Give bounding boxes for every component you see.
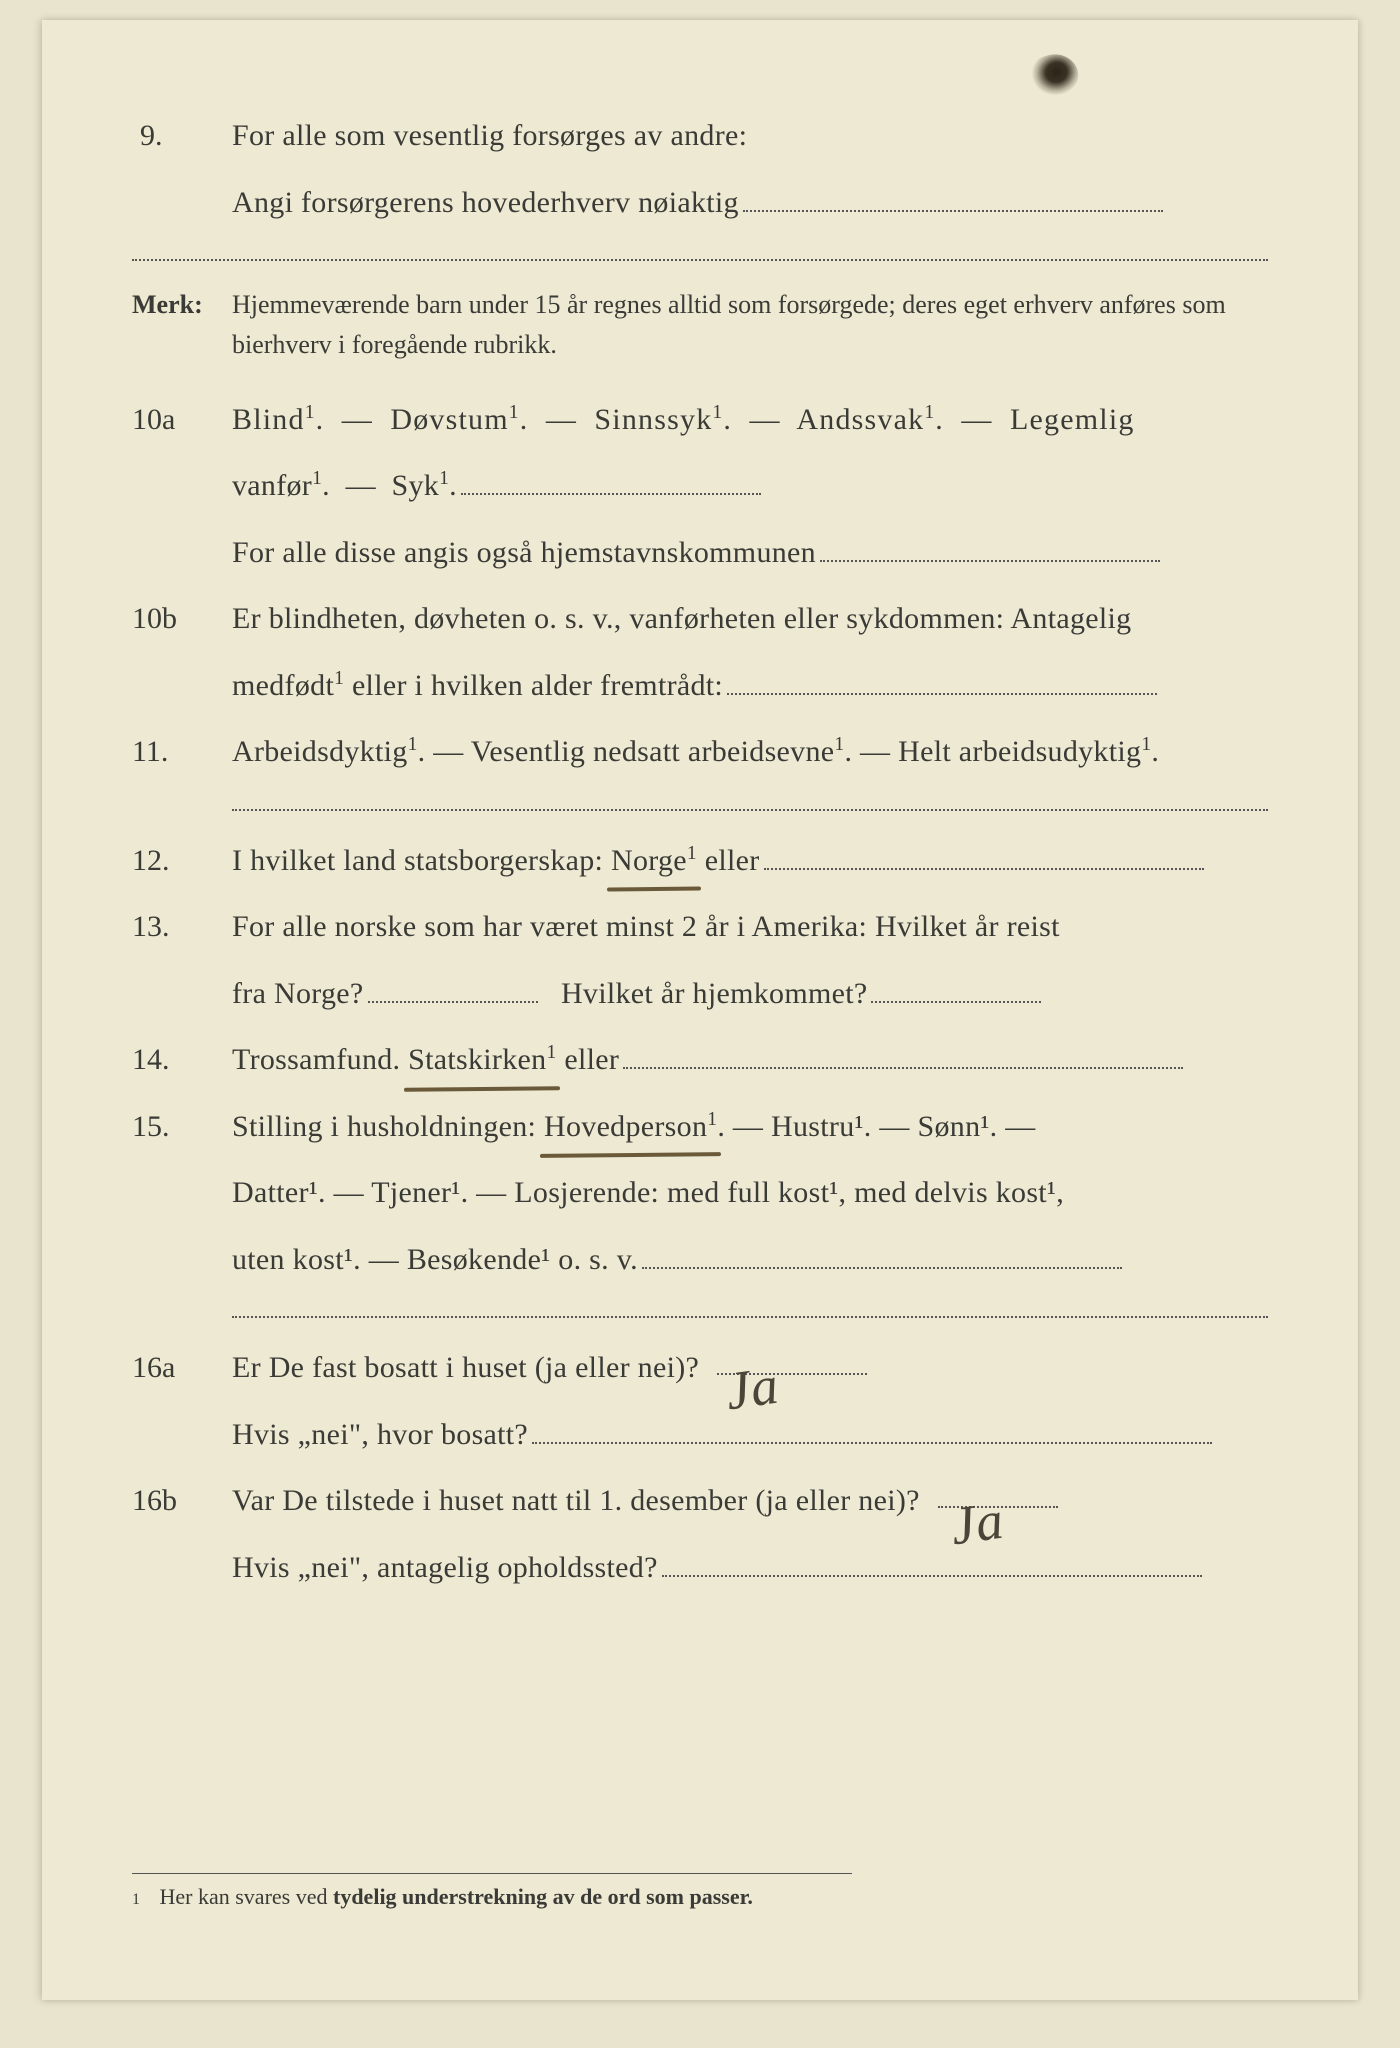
q10a-syk: Syk <box>391 469 439 502</box>
question-16b: 16b Var De tilstede i huset natt til 1. … <box>132 1475 1268 1528</box>
q16a-line2-text: Hvis „nei", hvor bosatt? <box>232 1418 528 1451</box>
question-16a: 16a Er De fast bosatt i huset (ja eller … <box>132 1342 1268 1395</box>
question-15-line3: uten kost¹. — Besøkende¹ o. s. v. <box>132 1234 1268 1287</box>
q9-number: 9. <box>132 110 232 163</box>
blank-line <box>461 470 761 496</box>
footnote: 1 Her kan svares ved tydelig understrekn… <box>132 1873 852 1910</box>
q13-line1: For alle norske som har været minst 2 år… <box>232 901 1268 954</box>
q13-hjemkommet: Hvilket år hjemkommet? <box>561 977 868 1010</box>
q11-opt2: Vesentlig nedsatt arbeidsevne <box>471 735 835 768</box>
q10a-vanfor: vanfør <box>232 469 312 502</box>
q15-opts-rest: . — Hustru¹. — Sønn¹. — <box>717 1110 1035 1143</box>
question-13-line2: fra Norge? Hvilket år hjemkommet? <box>132 968 1268 1021</box>
blank-line <box>871 977 1041 1003</box>
q14-eller: eller <box>564 1043 619 1076</box>
q10a-opt5: Legemlig <box>1010 403 1135 436</box>
question-10a-line2: vanfør1. — Syk1. <box>132 460 1268 513</box>
q9-line2-text: Angi forsørgerens hovederhverv nøiaktig <box>232 186 739 219</box>
blank-line <box>820 536 1160 562</box>
q15-line3-text: uten kost¹. — Besøkende¹ o. s. v. <box>232 1243 638 1276</box>
question-10a-line3: For alle disse angis også hjemstavnskomm… <box>132 527 1268 580</box>
q10b-number: 10b <box>132 593 232 646</box>
question-9: 9. For alle som vesentlig forsørges av a… <box>132 110 1268 163</box>
question-13: 13. For alle norske som har været minst … <box>132 901 1268 954</box>
q10b-line2b: eller i hvilken alder fremtrådt: <box>344 669 723 702</box>
q16a-question: Er De fast bosatt i huset (ja eller nei)… <box>232 1351 707 1384</box>
q16b-question: Var De tilstede i huset natt til 1. dese… <box>232 1484 920 1517</box>
q10a-opt1: Blind <box>232 403 305 436</box>
question-12: 12. I hvilket land statsborgerskap: Norg… <box>132 835 1268 888</box>
question-10a: 10a Blind1. — Døvstum1. — Sinnssyk1. — A… <box>132 394 1268 447</box>
q10b-line1: Er blindheten, døvheten o. s. v., vanfør… <box>232 593 1268 646</box>
merk-label: Merk: <box>132 285 232 325</box>
separator-line <box>132 243 1268 261</box>
q13-number: 13. <box>132 901 232 954</box>
q11-opt3: Helt arbeidsudyktig <box>898 735 1141 768</box>
question-15-line2: Datter¹. — Tjener¹. — Losjerende: med fu… <box>132 1167 1268 1220</box>
question-10b: 10b Er blindheten, døvheten o. s. v., va… <box>132 593 1268 646</box>
blank-line <box>727 669 1157 695</box>
q13-fra-norge: fra Norge? <box>232 977 364 1010</box>
question-16b-line2: Hvis „nei", antagelig opholdssted? <box>132 1542 1268 1595</box>
q14-number: 14. <box>132 1034 232 1087</box>
q10a-opt3: Sinnssyk <box>594 403 712 436</box>
q10a-opt4: Andssvak <box>796 403 924 436</box>
census-form-page: 9. For alle som vesentlig forsørges av a… <box>42 20 1358 2000</box>
q15-line2: Datter¹. — Tjener¹. — Losjerende: med fu… <box>232 1167 1268 1220</box>
q11-opt1: Arbeidsdyktig <box>232 735 408 768</box>
question-11: 11. Arbeidsdyktig1. — Vesentlig nedsatt … <box>132 726 1268 779</box>
blank-line <box>764 844 1204 870</box>
q12-eller: eller <box>705 844 760 877</box>
q10a-number: 10a <box>132 394 232 447</box>
question-16a-line2: Hvis „nei", hvor bosatt? <box>132 1409 1268 1462</box>
footnote-marker: 1 <box>132 1891 140 1908</box>
blank-line <box>623 1044 1183 1070</box>
paper-smudge <box>1027 48 1084 102</box>
blank-line <box>532 1418 1212 1444</box>
merk-note: Merk: Hjemmeværende barn under 15 år reg… <box>132 285 1268 366</box>
q15-answer-hovedperson: Hovedperson1 <box>544 1101 717 1154</box>
q11-number: 11. <box>132 726 232 779</box>
q9-line1: For alle som vesentlig forsørges av andr… <box>232 110 1268 163</box>
question-15: 15. Stilling i husholdningen: Hovedperso… <box>132 1101 1268 1154</box>
blank-line <box>662 1551 1202 1577</box>
q14-answer-statskirken: Statskirken1 <box>408 1034 556 1087</box>
blank-line <box>642 1243 1122 1269</box>
q12-answer-norge: Norge1 <box>611 835 697 888</box>
q12-number: 12. <box>132 835 232 888</box>
blank-line <box>368 977 538 1003</box>
separator-line <box>232 1300 1268 1318</box>
merk-text: Hjemmeværende barn under 15 år regnes al… <box>232 285 1268 366</box>
q16a-number: 16a <box>132 1342 232 1395</box>
footnote-text-a: Her kan svares ved <box>160 1884 334 1909</box>
q15-number: 15. <box>132 1101 232 1154</box>
q14-lead: Trossamfund. <box>232 1043 408 1076</box>
blank-line <box>743 186 1163 212</box>
q16b-line2-text: Hvis „nei", antagelig opholdssted? <box>232 1551 658 1584</box>
separator-line <box>232 793 1268 811</box>
question-10b-line2: medfødt1 eller i hvilken alder fremtrådt… <box>132 660 1268 713</box>
question-9-line2: Angi forsørgerens hovederhverv nøiaktig <box>132 177 1268 230</box>
q12-lead: I hvilket land statsborgerskap: <box>232 844 611 877</box>
footnote-text-b: tydelig understrekning av de ord som pas… <box>333 1884 753 1909</box>
question-14: 14. Trossamfund. Statskirken1 eller <box>132 1034 1268 1087</box>
q10a-line3-text: For alle disse angis også hjemstavnskomm… <box>232 536 816 569</box>
q10a-opt2: Døvstum <box>390 403 508 436</box>
q15-lead: Stilling i husholdningen: <box>232 1110 544 1143</box>
q10b-medfodt: medfødt <box>232 669 334 702</box>
q16b-number: 16b <box>132 1475 232 1528</box>
